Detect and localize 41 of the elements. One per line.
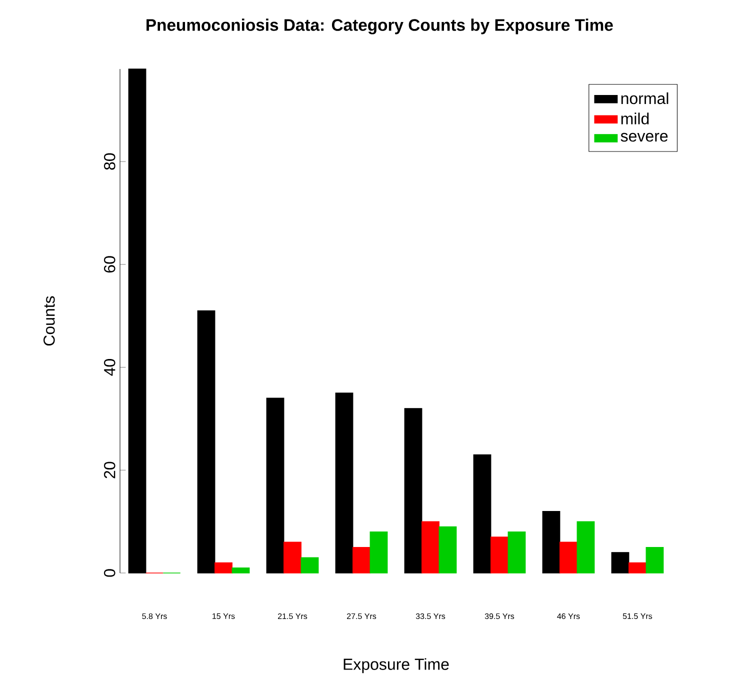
bar xyxy=(404,408,422,574)
y-axis-title: Counts xyxy=(43,296,55,346)
x-tick-label: 15 Yrs xyxy=(212,613,235,619)
legend-label: normal xyxy=(621,92,668,104)
legend-label: severe xyxy=(620,132,668,142)
bar xyxy=(473,454,492,574)
x-tick-label: 21.5 Yrs xyxy=(278,613,308,620)
bar xyxy=(490,536,508,574)
bar xyxy=(542,510,560,574)
bar xyxy=(128,68,146,574)
bar xyxy=(266,398,284,574)
bar xyxy=(438,526,457,574)
bar xyxy=(232,568,250,574)
x-tick-label: 46 Yrs xyxy=(557,613,580,620)
bar xyxy=(576,521,595,574)
y-tick-label: 20 xyxy=(104,462,116,478)
y-tick-label: 60 xyxy=(104,256,116,272)
x-tick-label: 27.5 Yrs xyxy=(346,613,376,620)
bar xyxy=(422,521,440,574)
bar xyxy=(300,557,319,574)
y-tick-label: 40 xyxy=(104,358,116,376)
bar xyxy=(214,562,232,574)
x-tick-label: 5.8 Yrs xyxy=(142,613,167,620)
y-tick-label: 0 xyxy=(104,569,116,577)
legend-label: mild xyxy=(621,112,649,124)
bar xyxy=(370,532,388,574)
bar xyxy=(628,562,646,574)
bar xyxy=(560,542,578,574)
bar xyxy=(508,532,526,574)
x-tick-label: 33.5 Yrs xyxy=(416,613,446,620)
x-tick-label: 51.5 Yrs xyxy=(622,613,652,619)
x-tick-label: 39.5 Yrs xyxy=(484,613,514,620)
bar xyxy=(352,546,370,574)
bar xyxy=(197,310,216,574)
chart-title: Pneumoconiosis Data: Category Counts by Exposure Time xyxy=(146,18,613,34)
bar xyxy=(284,542,302,574)
bar xyxy=(646,546,664,574)
bar xyxy=(335,392,354,574)
bar xyxy=(611,552,630,574)
y-tick-label: 80 xyxy=(104,153,116,170)
x-axis-title: Exposure Time xyxy=(344,658,449,674)
